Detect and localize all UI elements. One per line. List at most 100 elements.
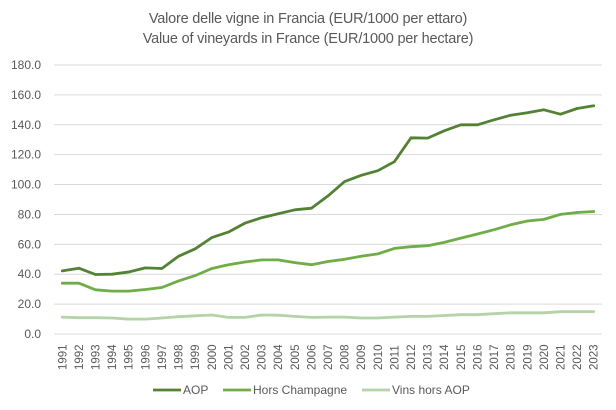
data-point — [326, 260, 330, 263]
x-tick-label: 2019 — [522, 344, 534, 370]
data-point — [492, 312, 496, 315]
y-tick-label: 180.0 — [11, 58, 41, 72]
data-point — [210, 267, 213, 270]
x-tick-label: 2006 — [306, 344, 318, 370]
data-point — [177, 255, 180, 258]
x-tick-label: 2011 — [389, 345, 401, 370]
data-point — [343, 258, 346, 261]
data-point — [276, 258, 280, 262]
legend-item: Hors Champagne — [223, 383, 347, 397]
data-point — [144, 288, 147, 291]
data-point — [227, 230, 230, 234]
x-tick-label: 2014 — [439, 344, 451, 370]
data-point — [559, 112, 562, 116]
data-point — [409, 315, 413, 318]
data-point — [193, 247, 197, 251]
data-point — [77, 267, 81, 270]
x-tick-label: 1992 — [74, 344, 86, 370]
x-tick-label: 1995 — [124, 344, 136, 370]
data-point — [293, 261, 296, 264]
x-tick-label: 2022 — [572, 344, 584, 370]
data-point — [393, 160, 396, 163]
data-point — [376, 316, 380, 320]
y-tick-label: 120.0 — [11, 148, 41, 162]
series-lines — [60, 104, 596, 321]
x-tick-label: 2005 — [290, 344, 302, 370]
data-point — [326, 194, 330, 198]
data-point — [592, 210, 595, 213]
data-point — [459, 313, 463, 316]
data-point — [459, 123, 463, 126]
y-tick-label: 60.0 — [18, 237, 42, 251]
data-point — [127, 270, 130, 274]
x-tick-label: 2015 — [456, 344, 468, 370]
data-point — [443, 129, 446, 132]
data-point — [426, 315, 429, 318]
data-point — [77, 316, 81, 319]
data-point — [592, 104, 595, 107]
data-point — [110, 273, 114, 276]
legend-item: AOP — [153, 383, 208, 397]
data-point — [293, 208, 296, 212]
data-point — [260, 216, 263, 219]
legend-label: Vins hors AOP — [392, 383, 470, 397]
data-point — [210, 313, 213, 317]
data-point — [160, 286, 164, 289]
data-point — [61, 269, 64, 273]
x-tick-label: 2021 — [555, 344, 567, 370]
series-line-hors-champagne — [60, 210, 596, 293]
x-tick-label: 1996 — [140, 344, 152, 370]
data-point — [94, 288, 97, 291]
data-point — [193, 274, 197, 277]
data-point — [360, 316, 363, 320]
x-tick-label: 1999 — [190, 344, 202, 370]
x-tick-label: 1997 — [157, 344, 169, 370]
data-point — [360, 255, 363, 258]
data-point — [509, 223, 512, 226]
data-point — [526, 311, 529, 314]
data-point — [476, 123, 479, 126]
data-point — [293, 315, 296, 318]
data-point — [542, 218, 546, 221]
data-point — [542, 311, 546, 314]
x-tick-label: 2012 — [406, 344, 418, 370]
data-point — [227, 316, 230, 319]
data-point — [310, 206, 313, 210]
data-point — [94, 273, 97, 276]
x-tick-label: 1994 — [107, 344, 119, 370]
x-tick-label: 2002 — [240, 344, 252, 370]
data-point — [459, 236, 463, 240]
x-tick-label: 2009 — [356, 344, 368, 370]
data-point — [542, 108, 546, 112]
x-tick-label: 2016 — [472, 344, 484, 370]
data-point — [61, 315, 64, 319]
data-point — [559, 213, 562, 216]
data-point — [526, 111, 529, 115]
data-point — [426, 244, 429, 247]
data-point — [193, 314, 197, 317]
data-point — [160, 267, 164, 270]
data-point — [243, 221, 247, 225]
x-tick-label: 2008 — [340, 344, 352, 370]
y-tick-label: 140.0 — [11, 118, 41, 132]
data-point — [310, 263, 313, 266]
data-point — [376, 169, 380, 172]
x-tick-label: 2023 — [589, 344, 601, 370]
legend-label: Hors Champagne — [253, 383, 347, 397]
legend-label: AOP — [183, 383, 208, 397]
y-tick-label: 0.0 — [24, 327, 41, 341]
y-tick-label: 160.0 — [11, 88, 41, 102]
data-point — [393, 247, 396, 250]
data-point — [144, 317, 147, 321]
data-point — [260, 258, 263, 262]
data-point — [110, 316, 114, 320]
data-point — [310, 316, 313, 319]
data-point — [509, 114, 512, 117]
data-point — [393, 315, 396, 319]
data-point — [526, 219, 529, 223]
x-tick-label: 2017 — [489, 344, 501, 370]
data-point — [476, 232, 479, 236]
legend-item: Vins hors AOP — [362, 383, 470, 397]
y-tick-label: 80.0 — [18, 207, 42, 221]
